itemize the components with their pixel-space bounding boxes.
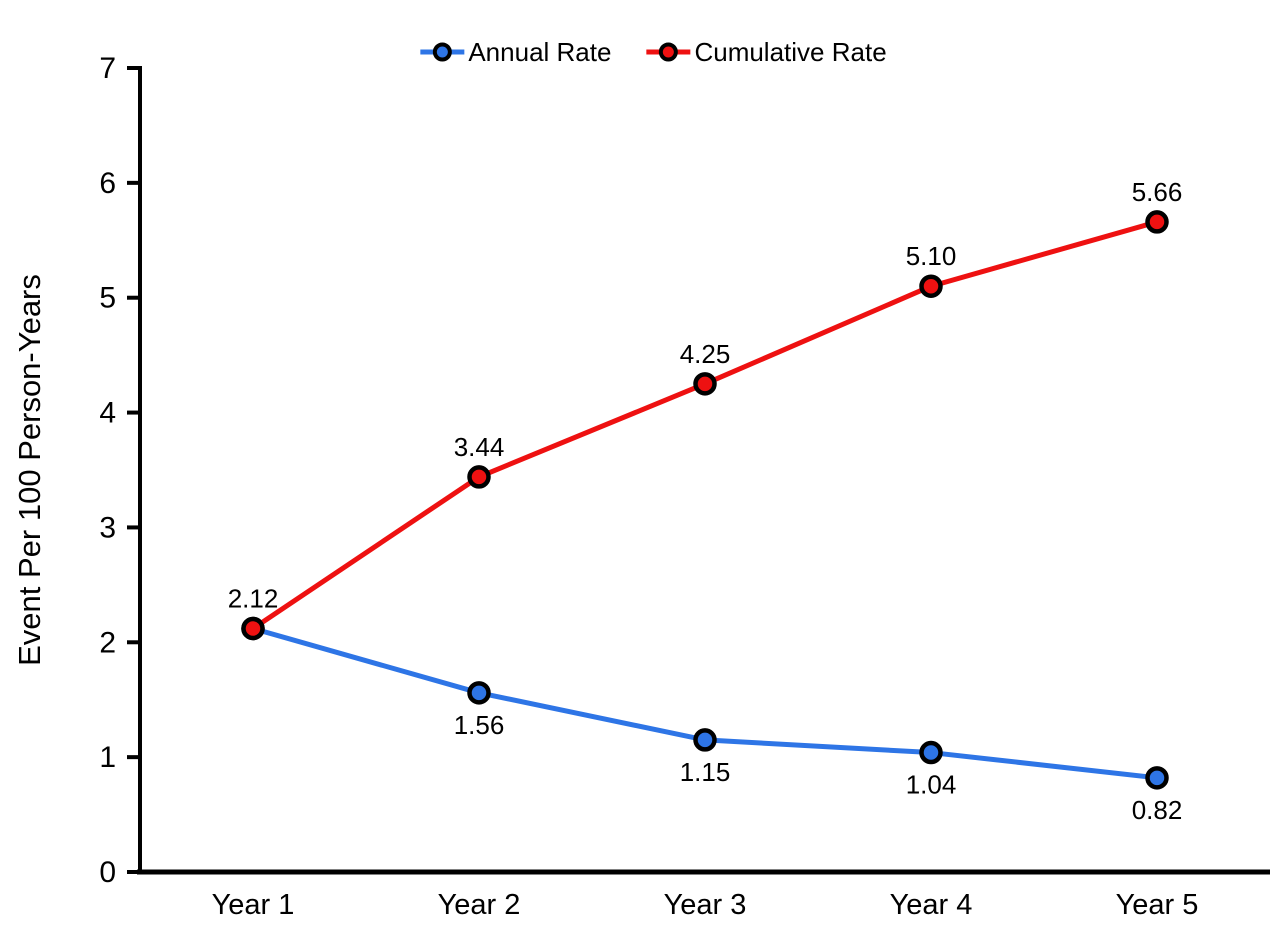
y-tick-label: 1 (99, 741, 116, 774)
data-label-0-4: 0.82 (1132, 795, 1183, 825)
series-line-0 (250, 626, 1160, 781)
data-point-0-4 (1145, 766, 1169, 790)
x-tick-label: Year 5 (1116, 889, 1199, 921)
data-point-1-1 (467, 465, 491, 489)
y-tick-label: 7 (99, 52, 116, 85)
y-tick-label: 6 (99, 167, 116, 200)
data-label-1-2: 4.25 (680, 339, 731, 369)
data-label-0-2: 1.15 (680, 757, 731, 787)
data-point-0-3 (919, 740, 943, 765)
data-label-0-1: 1.56 (454, 710, 505, 740)
data-point-1-3 (919, 274, 943, 298)
data-label-1-4: 5.66 (1132, 177, 1183, 207)
y-axis-title: Event Per 100 Person-Years (12, 274, 47, 666)
legend-item-annual-rate: Annual Rate (419, 39, 611, 65)
x-tick-label: Year 2 (438, 889, 521, 921)
data-point-0-2 (693, 728, 717, 752)
x-tick-label: Year 1 (212, 889, 295, 921)
y-tick-label: 4 (99, 397, 116, 430)
legend-label-cumulative-rate: Cumulative Rate (694, 37, 887, 67)
x-tick-label: Year 3 (664, 889, 747, 921)
data-point-1-2 (693, 372, 717, 396)
data-label-1-0: 2.12 (228, 584, 279, 614)
legend-item-cumulative-rate: Cumulative Rate (645, 37, 887, 67)
data-label-1-1: 3.44 (454, 432, 505, 462)
y-tick-label: 3 (99, 511, 116, 544)
y-tick-label: 5 (99, 282, 116, 315)
data-point-1-4 (1145, 210, 1169, 234)
legend-marker-cumulative-rate-icon (646, 42, 691, 62)
chart-legend: Annual Rate Cumulative Rate (419, 37, 887, 67)
data-point-0-1 (467, 681, 491, 705)
data-label-0-3: 1.04 (906, 770, 957, 800)
legend-label-annual-rate: Annual Rate (468, 37, 612, 67)
data-label-1-3: 5.10 (906, 241, 957, 271)
data-point-1-0 (241, 616, 265, 641)
x-tick-label: Year 4 (890, 889, 973, 921)
y-tick-label: 0 (99, 856, 116, 889)
series-line-1 (250, 219, 1160, 632)
y-tick-label: 2 (99, 626, 116, 659)
legend-marker-annual-rate-icon (420, 42, 465, 62)
